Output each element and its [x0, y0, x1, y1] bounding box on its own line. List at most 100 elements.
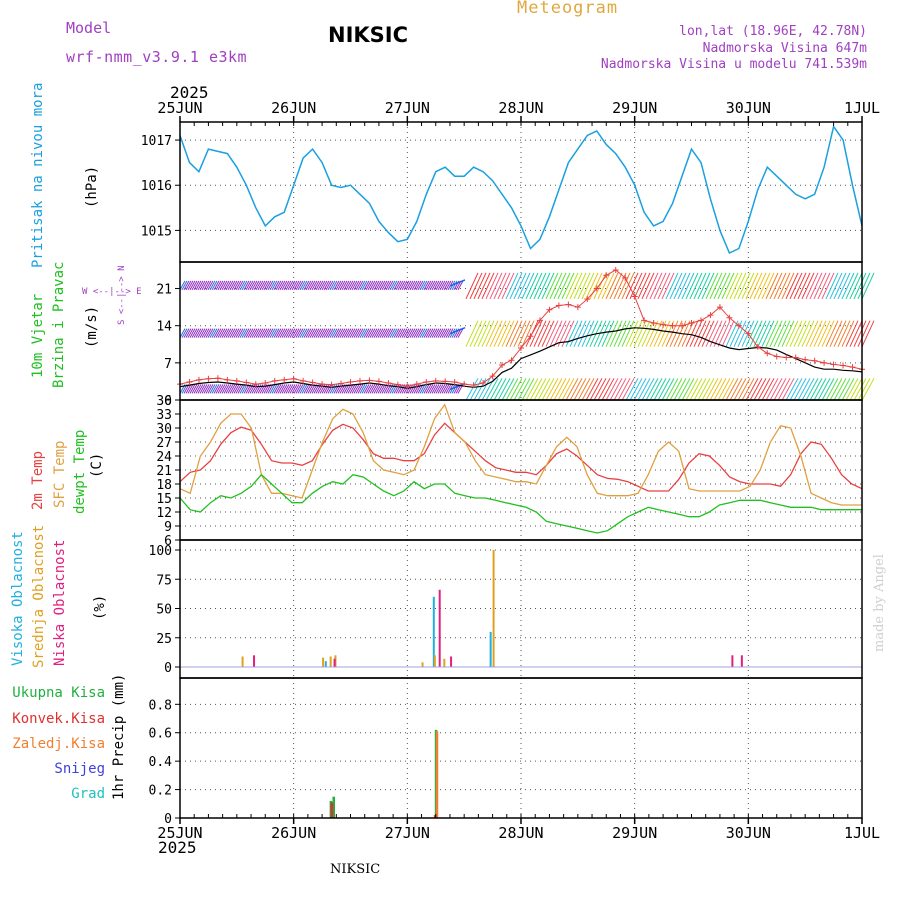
wind-gust-marker — [385, 380, 392, 387]
wind-barb — [213, 328, 220, 338]
wind-barb — [431, 384, 438, 394]
wind-barb — [529, 378, 543, 401]
wind-barb — [283, 328, 290, 338]
wind-barb — [203, 280, 210, 291]
wind-barb — [381, 328, 388, 338]
wind-barb — [301, 328, 308, 338]
wind-barb — [207, 328, 214, 338]
wind-barb — [445, 280, 452, 291]
pressure-line — [179, 124, 863, 255]
wind-gust-marker — [622, 274, 629, 281]
wind-barb — [323, 328, 330, 338]
wind-barb — [637, 320, 651, 347]
wind-gust-marker — [603, 272, 610, 279]
wind-barb — [331, 280, 338, 291]
wind-barb — [395, 328, 402, 338]
wind-gust-marker — [262, 380, 269, 387]
wind-barb — [577, 272, 591, 300]
wind-barb — [317, 328, 324, 338]
wind-barb — [211, 384, 218, 394]
wind-ytick-label: 21 — [156, 283, 172, 298]
wind-barb — [329, 328, 336, 338]
wind-barb — [343, 280, 350, 291]
wind-barb — [423, 384, 430, 394]
cloud-bar — [450, 656, 453, 667]
wind-barb — [435, 328, 442, 338]
wind-barb — [577, 378, 591, 401]
wind-gust-marker — [366, 377, 373, 384]
wind-barb — [585, 378, 599, 401]
temp-ytick-label: 33 — [156, 408, 172, 423]
wind-barb — [273, 280, 280, 291]
wind-barb — [713, 378, 727, 401]
wind-barb — [857, 272, 871, 300]
station-title: NIKSIC — [328, 23, 409, 47]
wind-barb — [287, 328, 294, 338]
wind-barb — [689, 320, 703, 347]
wind-barb — [305, 328, 312, 338]
wind-gust-marker — [641, 317, 648, 324]
wind-barb — [521, 320, 535, 347]
wind-barb — [517, 320, 531, 347]
wind-barb — [717, 272, 731, 300]
wind-barb — [745, 272, 759, 300]
wind-barb — [541, 378, 555, 401]
wind-barb — [215, 328, 222, 338]
p2-label1: 10m Vjetar — [30, 293, 46, 378]
wind-barb — [207, 280, 214, 291]
wind-barb — [187, 328, 194, 338]
wind-gust-marker — [499, 361, 506, 368]
wind-barb — [265, 328, 272, 338]
wind-barb — [637, 272, 651, 300]
wind-barb — [377, 384, 384, 394]
p5-legend-conv: Konvek.Kisa — [12, 711, 105, 727]
cloud-bar — [740, 655, 743, 667]
wind-barb — [581, 320, 595, 347]
wind-barb — [601, 320, 615, 347]
wind-gust-marker — [745, 330, 752, 337]
wind-barb — [217, 328, 224, 338]
wind-barb — [389, 328, 396, 338]
cloud-bar — [433, 655, 436, 667]
wind-barb — [737, 272, 751, 300]
wind-barb — [373, 384, 380, 394]
wind-barb — [845, 378, 859, 401]
wind-barb — [497, 320, 511, 347]
wind-barb — [485, 320, 499, 347]
wind-barb — [433, 384, 440, 394]
wind-barb — [673, 378, 687, 401]
wind-speed-line — [179, 327, 863, 389]
wind-barb — [357, 384, 364, 394]
wind-barb — [299, 280, 306, 291]
wind-gust-marker — [650, 320, 657, 327]
wind-barb — [305, 280, 312, 291]
wind-barb — [359, 328, 366, 338]
wind-barb — [223, 328, 230, 338]
wind-barb — [261, 280, 268, 291]
wind-barb — [669, 272, 683, 300]
wind-barb — [705, 272, 719, 300]
wind-barb — [369, 328, 376, 338]
wind-barb — [201, 280, 208, 291]
wind-barb — [265, 280, 272, 291]
wind-barb — [443, 280, 450, 291]
wind-barb — [321, 384, 328, 394]
wind-barb — [407, 280, 414, 291]
p2-label2: Brzina i Pravac — [51, 261, 67, 388]
wind-barb — [573, 320, 587, 347]
wind-barb — [573, 378, 587, 401]
wind-barb — [345, 328, 352, 338]
lonlat-label: lon,lat (18.96E, 42.78N) — [679, 24, 867, 39]
wind-barb — [745, 378, 759, 401]
wind-barb — [353, 384, 360, 394]
pressure-ytick-label: 1015 — [141, 224, 172, 239]
wind-barb — [533, 272, 547, 300]
wind-barb — [785, 272, 799, 300]
wind-barb — [789, 320, 803, 347]
wind-barb — [621, 272, 635, 300]
wind-barb — [641, 378, 655, 401]
wind-barb — [443, 328, 450, 338]
wind-barb — [549, 378, 563, 401]
wind-barb — [765, 378, 779, 401]
wind-barb — [419, 280, 426, 291]
